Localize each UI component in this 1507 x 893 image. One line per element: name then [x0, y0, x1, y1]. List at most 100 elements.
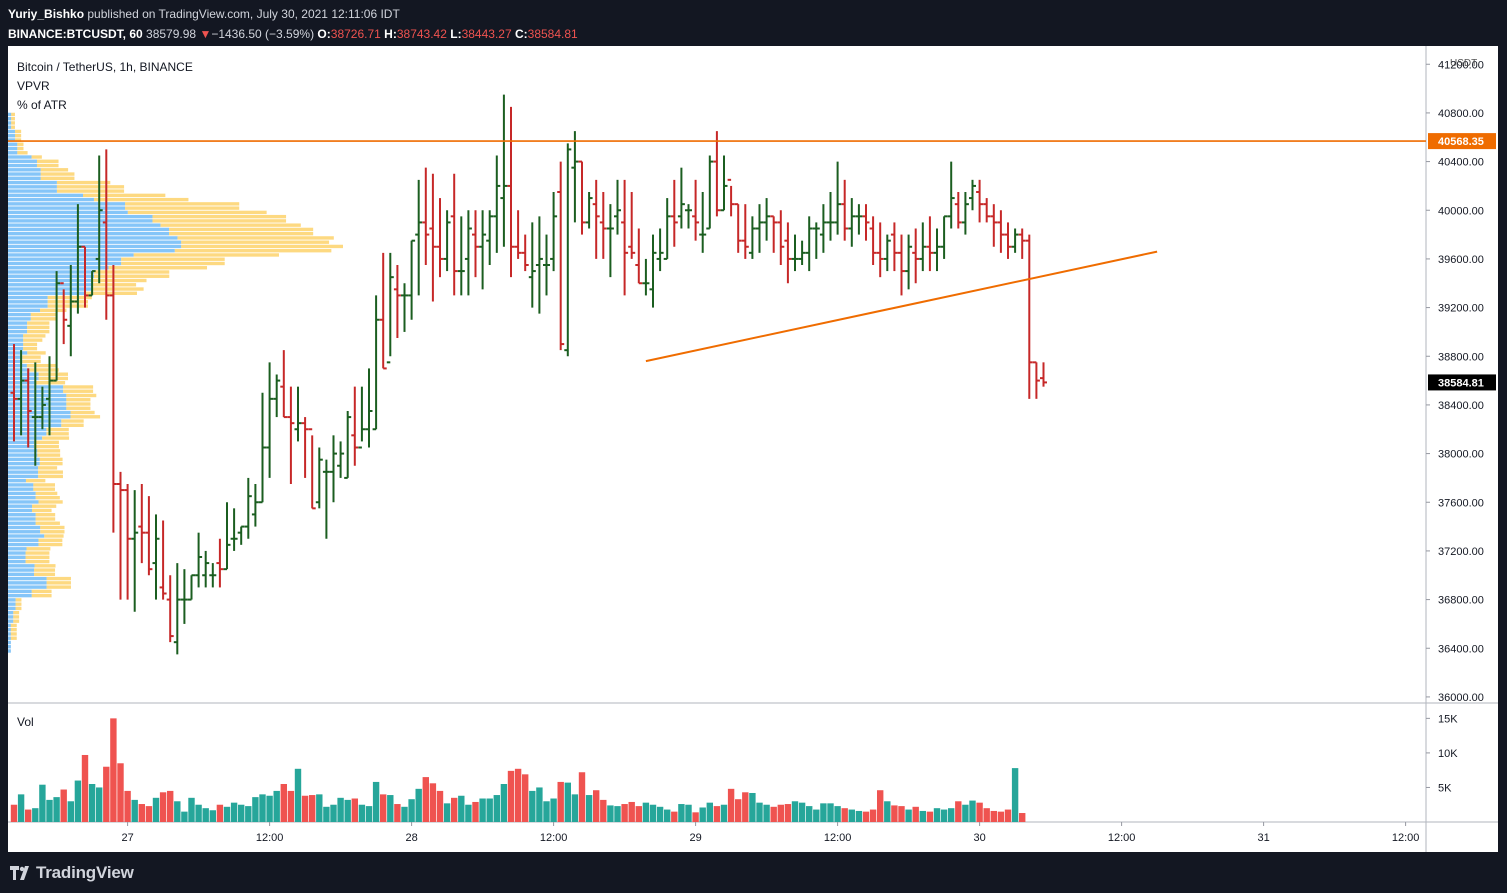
- atr-legend[interactable]: % of ATR: [17, 98, 67, 112]
- vpvr-row-sell: [30, 312, 58, 317]
- volume-bar: [88, 784, 96, 822]
- vpvr-row-sell: [47, 304, 88, 308]
- volume-bar: [621, 804, 628, 822]
- author-name[interactable]: Yuriy_Bishko: [8, 7, 85, 21]
- vpvr-row-buy: [8, 517, 36, 521]
- vpvr-row-buy: [8, 134, 15, 138]
- ohlc-bar: [571, 131, 579, 223]
- volume-bar: [67, 801, 74, 822]
- vpvr-row-sell: [169, 231, 314, 236]
- volume-bar: [415, 788, 422, 822]
- vpvr-row-sell: [108, 266, 208, 270]
- volume-bar: [543, 801, 550, 822]
- vpvr-row-sell: [34, 440, 59, 445]
- ohlc-bar: [38, 386, 46, 430]
- ohlc-bar: [472, 210, 479, 278]
- vpvr-row-sell: [133, 253, 279, 257]
- vpvr-row-sell: [169, 227, 314, 232]
- vpvr-row-sell: [22, 359, 41, 364]
- symbol-label[interactable]: BINANCE:BTCUSDT, 60: [8, 27, 143, 41]
- vpvr-row-buy: [8, 449, 38, 453]
- vpvr-row-sell: [32, 508, 52, 513]
- volume-bar: [940, 809, 948, 822]
- vpvr-row-buy: [8, 483, 34, 487]
- vpvr-row-sell: [94, 270, 170, 274]
- volume-bar: [507, 770, 515, 822]
- ohlc-bar: [663, 198, 671, 260]
- ohlc-bar: [273, 374, 281, 418]
- ohlc-bar: [642, 258, 650, 296]
- high-value: 38743.42: [396, 27, 447, 41]
- volume-bar: [593, 790, 600, 822]
- vpvr-row-sell: [42, 436, 70, 440]
- vpvr-row-buy: [8, 185, 57, 189]
- price-axis[interactable]: 41200.00 40800.00 40400.00 40000.00 39600.00…: [1426, 59, 1484, 704]
- ohlc-bar: [60, 282, 68, 345]
- ohlc-bar: [159, 520, 167, 600]
- volume-bar: [167, 790, 174, 822]
- vpvr-row-sell: [35, 491, 58, 496]
- ohlc-bar: [266, 362, 274, 478]
- open-value: 38726.71: [330, 27, 381, 41]
- vpvr-row-buy: [8, 121, 12, 125]
- time-tick-label: 28: [405, 832, 417, 844]
- volume-legend[interactable]: Vol: [17, 715, 34, 729]
- volume-tick-label: 5K: [1438, 782, 1452, 794]
- vpvr-row-sell: [31, 155, 42, 159]
- ohlc-bar: [1025, 234, 1033, 399]
- ohlc-bar: [180, 569, 188, 624]
- vpvr-row-sell: [47, 300, 88, 304]
- price-tick-label: 41200.00: [1438, 59, 1484, 71]
- vpvr-row-sell: [63, 385, 94, 389]
- volume-bar: [39, 784, 46, 822]
- vpvr-row-sell: [40, 176, 75, 181]
- ohlc-bar: [401, 283, 408, 332]
- volume-bar: [756, 802, 763, 822]
- time-axis[interactable]: 27 12:00 28 12:00 29 12:00 30 12:00 31 12:00: [121, 822, 1419, 844]
- price-tick-label: 40800.00: [1438, 108, 1484, 120]
- ohlc-bar: [81, 245, 89, 308]
- volume-bar: [124, 790, 131, 822]
- ohlc-bar: [770, 215, 778, 253]
- chart-frame[interactable]: [8, 46, 1498, 852]
- ohlc-bar: [195, 532, 203, 588]
- drawing-annotations[interactable]: [8, 140, 1426, 363]
- volume-bar: [735, 799, 742, 822]
- volume-bar: [564, 782, 571, 822]
- vpvr-row-buy: [8, 547, 27, 551]
- vpvr-row-sell: [46, 585, 71, 589]
- ohlc-bar: [152, 514, 160, 600]
- ohlc-bar: [117, 471, 124, 600]
- price-tick-label: 36400.00: [1438, 643, 1484, 655]
- tradingview-logo[interactable]: TradingView: [10, 863, 134, 883]
- ohlc-bar: [31, 362, 39, 466]
- volume-bar: [699, 807, 706, 822]
- vpvr-row-sell: [46, 581, 71, 585]
- ohlc-bar: [422, 167, 430, 265]
- ohlc-bar: [784, 222, 792, 284]
- ohlc-bar: [677, 167, 685, 229]
- ohlc-bar: [24, 368, 32, 448]
- resistance-price-label-box: [1428, 133, 1496, 150]
- vpvr-legend[interactable]: VPVR: [17, 79, 50, 93]
- volume-bar: [962, 804, 969, 822]
- ohlc-bar: [919, 222, 927, 272]
- volume-bar: [479, 798, 486, 822]
- volume-bar: [202, 808, 209, 822]
- volume-bar: [841, 808, 848, 822]
- ohlc-bar: [947, 161, 955, 229]
- volume-bar: [344, 799, 351, 822]
- volume-bar: [309, 795, 316, 822]
- series-legend[interactable]: Bitcoin / TetherUS, 1h, BINANCE: [17, 60, 193, 74]
- vpvr-row-buy: [8, 619, 14, 623]
- chart-dividers: [8, 46, 1498, 852]
- support-trendline: [645, 250, 1158, 363]
- ohlc-bar: [720, 155, 728, 212]
- ohlc-bar: [386, 252, 394, 364]
- vpvr-row-sell: [13, 619, 20, 623]
- ohlc-bar: [855, 204, 863, 235]
- volume-bar: [209, 810, 216, 822]
- vpvr-row-buy: [8, 274, 95, 278]
- volume-axis[interactable]: 15K 10K 5K: [1426, 713, 1458, 794]
